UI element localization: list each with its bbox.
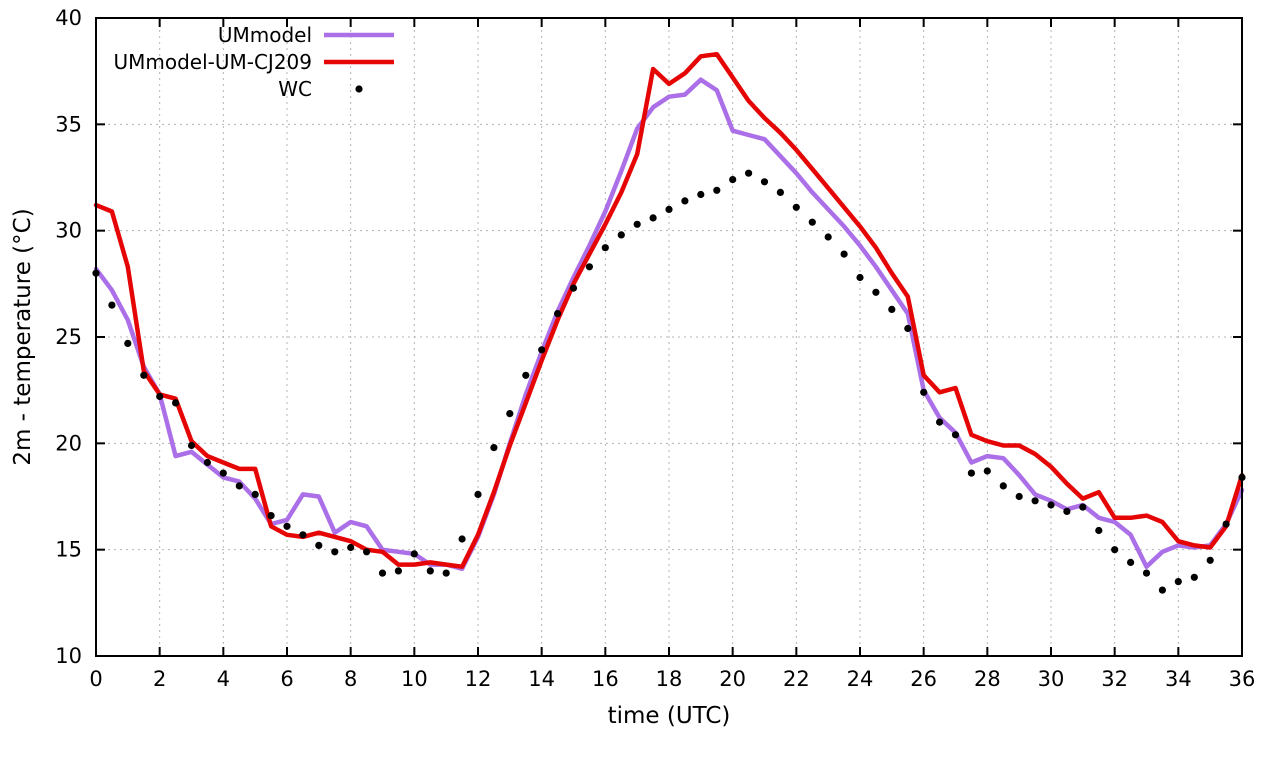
x-tick-label: 2 [153,667,166,691]
x-tick-label: 28 [974,667,1001,691]
axis-ticks [95,17,1243,657]
y-tick-label: 20 [55,431,82,455]
y-tick-label: 25 [55,325,82,349]
grid-lines [95,17,1243,657]
legend-label-WC: WC [278,77,312,101]
x-tick-label: 30 [1038,667,1065,691]
x-tick-label: 12 [465,667,492,691]
y-tick-label: 30 [55,219,82,243]
series-line-UMmodel-UM-CJ209 [93,51,1245,569]
x-tick-label: 20 [719,667,746,691]
legend-label-UMmodel: UMmodel [218,23,312,47]
x-tick-label: 32 [1101,667,1128,691]
x-tick-label: 0 [89,667,102,691]
x-tick-label: 24 [847,667,874,691]
x-axis-label: time (UTC) [608,703,731,729]
legend-label-UMmodel-UM-CJ209: UMmodel-UM-CJ209 [113,50,312,74]
x-tick-label: 26 [910,667,937,691]
x-tick-label: 36 [1229,667,1256,691]
x-tick-label: 10 [401,667,428,691]
y-axis-label: 2m - temperature (°C) [10,208,36,465]
y-tick-label: 15 [55,538,82,562]
y-tick-label: 40 [55,6,82,30]
x-tick-label: 18 [656,667,683,691]
x-tick-label: 8 [344,667,357,691]
x-tick-label: 4 [217,667,230,691]
x-tick-label: 34 [1165,667,1192,691]
series-group [92,51,1246,594]
y-tick-label: 10 [55,644,82,668]
x-tick-label: 22 [783,667,810,691]
series-points-WC [92,169,1246,594]
x-tick-label: 16 [592,667,619,691]
y-tick-label: 35 [55,112,82,136]
legend: UMmodel UMmodel-UM-CJ209 WC [113,23,394,101]
series-line-UMmodel [93,77,1245,572]
tick-labels: 0 2 4 6 8 10 12 14 16 18 20 22 24 26 28 30 32 34 361015202… [55,6,1255,691]
x-tick-label: 14 [528,667,555,691]
x-tick-label: 6 [280,667,293,691]
legend-sample-WC [355,85,363,93]
